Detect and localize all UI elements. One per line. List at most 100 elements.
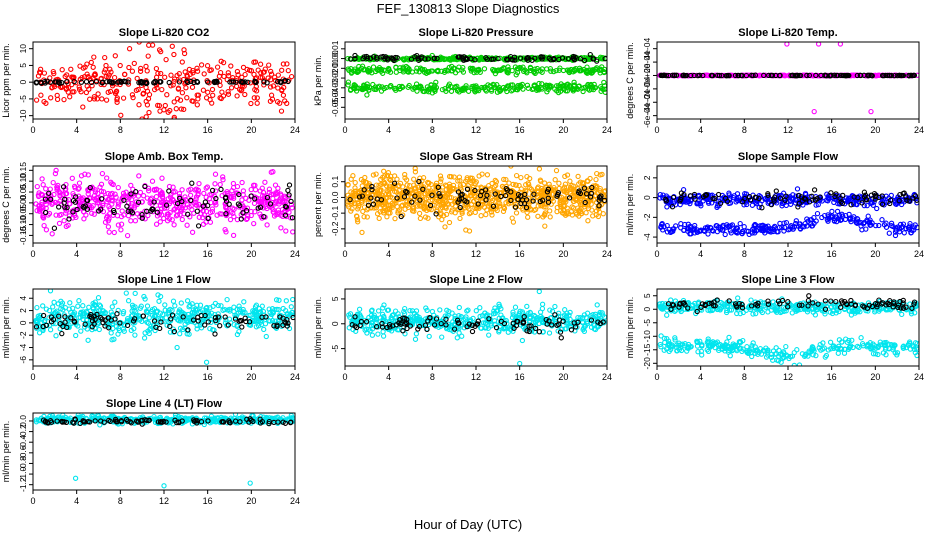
point-reference bbox=[264, 194, 271, 201]
point-band-lower bbox=[848, 218, 854, 225]
point-samples bbox=[438, 210, 444, 216]
point-samples bbox=[402, 171, 408, 178]
point-samples bbox=[381, 168, 387, 174]
point-samples bbox=[103, 97, 110, 103]
x-tick-label: 24 bbox=[914, 249, 924, 259]
point-samples bbox=[230, 180, 237, 187]
point-band-lower bbox=[496, 84, 502, 91]
point-samples bbox=[448, 174, 454, 180]
point-reference bbox=[712, 195, 718, 202]
point-samples bbox=[95, 295, 102, 301]
point-band-lower bbox=[715, 224, 722, 231]
point-samples bbox=[374, 187, 381, 194]
point-reference bbox=[551, 55, 557, 62]
point-samples bbox=[747, 72, 753, 79]
point-reference bbox=[142, 80, 149, 86]
point-samples bbox=[144, 195, 150, 201]
point-samples bbox=[39, 176, 45, 182]
point-samples bbox=[102, 54, 108, 61]
x-tick-label: 24 bbox=[914, 125, 924, 135]
point-reference bbox=[833, 191, 839, 197]
point-reference bbox=[205, 319, 211, 325]
point-band-lower bbox=[694, 227, 700, 233]
point-reference bbox=[434, 55, 440, 62]
point-samples bbox=[182, 205, 189, 211]
point-samples bbox=[217, 82, 223, 89]
point-band-lower bbox=[814, 210, 821, 217]
point-reference bbox=[215, 314, 221, 320]
point-samples bbox=[46, 315, 52, 321]
point-samples bbox=[257, 61, 264, 67]
point-samples bbox=[270, 309, 276, 315]
point-reference bbox=[602, 56, 607, 62]
point-samples bbox=[233, 83, 240, 90]
point-reference bbox=[663, 72, 670, 79]
point-samples bbox=[403, 177, 410, 183]
point-samples bbox=[541, 204, 547, 210]
point-reference bbox=[369, 183, 375, 190]
panel-3: Slope Li-820 Temp.degrees C per min.0 4 8 1… bbox=[625, 27, 924, 135]
point-samples bbox=[96, 326, 102, 333]
point-reference bbox=[903, 194, 909, 200]
point-samples bbox=[145, 96, 152, 102]
point-band-upper bbox=[850, 201, 857, 207]
point-reference bbox=[898, 72, 905, 79]
point-reference bbox=[880, 72, 886, 79]
y-tick-label: 0 bbox=[642, 195, 652, 200]
point-band-lower bbox=[744, 228, 750, 234]
point-samples bbox=[159, 86, 165, 93]
point-band-lower bbox=[775, 229, 781, 235]
point-samples bbox=[189, 229, 196, 235]
y-tick-label: 0.10 bbox=[18, 173, 28, 190]
point-samples bbox=[97, 203, 104, 210]
y-tick-label: -0.15 bbox=[18, 225, 28, 245]
point-samples bbox=[380, 208, 386, 214]
point-samples bbox=[225, 91, 232, 97]
point-samples bbox=[386, 176, 392, 182]
point-samples bbox=[376, 192, 383, 198]
point-samples bbox=[538, 178, 544, 184]
point-reference bbox=[530, 198, 536, 204]
point-band-lower bbox=[556, 84, 562, 90]
point-samples bbox=[152, 313, 159, 319]
point-samples bbox=[52, 170, 59, 177]
point-samples bbox=[378, 176, 384, 183]
y-tick-label: 0.01 bbox=[330, 40, 340, 57]
point-samples bbox=[117, 62, 123, 69]
point-reference bbox=[872, 193, 879, 200]
point-samples bbox=[179, 90, 186, 96]
point-band-upper bbox=[439, 55, 446, 62]
point-reference bbox=[483, 197, 489, 203]
point-samples bbox=[252, 182, 258, 189]
point-band-lower bbox=[879, 217, 885, 223]
point-samples bbox=[239, 179, 245, 186]
point-samples bbox=[404, 182, 410, 188]
x-tick-label: 24 bbox=[290, 249, 300, 259]
point-reference bbox=[82, 321, 88, 327]
point-band-lower bbox=[903, 225, 909, 232]
point-band-lower bbox=[667, 229, 674, 236]
panel-4-ylabel: degrees C per min. bbox=[1, 166, 11, 243]
point-samples bbox=[142, 296, 148, 302]
point-band-upper bbox=[597, 54, 604, 60]
y-tick-label: 5 bbox=[18, 63, 28, 68]
point-reference bbox=[692, 196, 698, 202]
point-band-lower bbox=[364, 92, 370, 98]
point-samples bbox=[203, 185, 209, 191]
point-samples bbox=[560, 186, 566, 192]
point-reference bbox=[896, 198, 902, 204]
point-samples bbox=[153, 194, 160, 200]
point-samples bbox=[36, 315, 42, 321]
point-samples bbox=[269, 311, 275, 318]
point-samples bbox=[373, 171, 379, 177]
point-reference bbox=[290, 314, 295, 321]
point-samples bbox=[119, 198, 125, 204]
point-band-lower bbox=[452, 84, 458, 90]
y-tick-label: 0.1 bbox=[330, 176, 340, 188]
point-samples bbox=[214, 64, 221, 70]
point-samples bbox=[113, 194, 119, 200]
point-samples bbox=[425, 179, 431, 186]
point-samples bbox=[91, 94, 97, 100]
point-samples bbox=[111, 336, 117, 342]
point-reference bbox=[66, 216, 72, 222]
